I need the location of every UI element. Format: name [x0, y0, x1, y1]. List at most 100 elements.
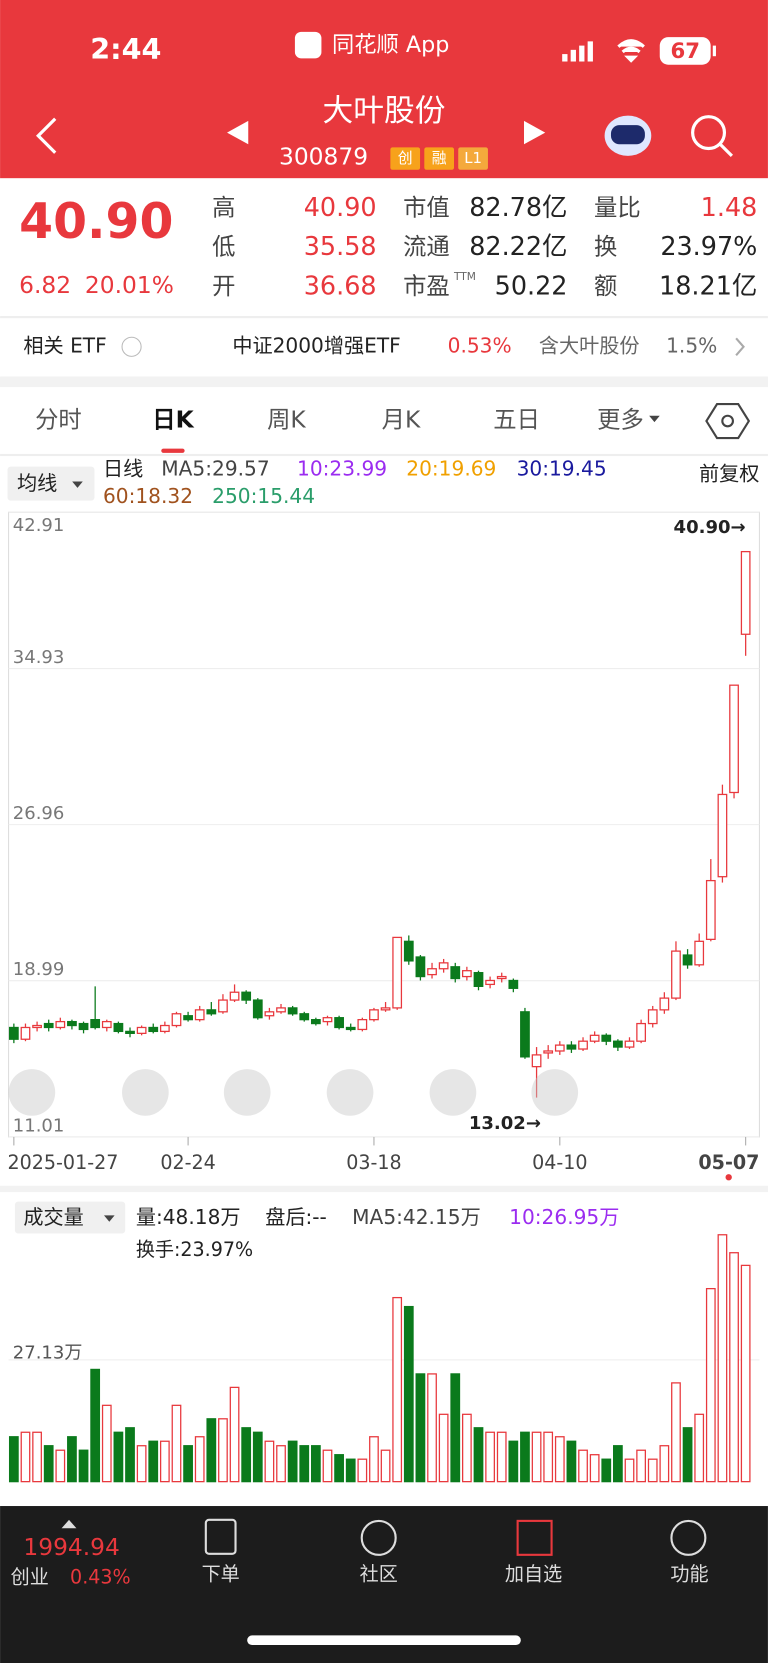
volume-bar	[659, 1445, 670, 1483]
stat-value: 35.58	[304, 232, 377, 262]
volume-bar	[32, 1431, 42, 1483]
vol-selector-bg[interactable]	[14, 1201, 126, 1234]
prev-stock[interactable]	[227, 120, 249, 145]
candle	[438, 962, 449, 970]
etf-weight: 1.5%	[666, 333, 717, 357]
etf-holding: 含大叶股份	[539, 333, 640, 357]
turnover: 换手:23.97%	[136, 1238, 253, 1261]
ma-selector-bg[interactable]	[7, 466, 95, 501]
candle	[450, 966, 461, 980]
settings[interactable]	[705, 403, 751, 440]
stat-label: 开	[212, 272, 235, 300]
tool-button[interactable]	[429, 1069, 477, 1116]
volume-legend: 量:48.18万 盘后:-- MA5:42.15万 10:26.95万	[136, 1205, 620, 1229]
volume-bar	[67, 1436, 77, 1483]
tab[interactable]: 更多	[597, 406, 644, 434]
candle	[589, 1034, 600, 1042]
volume-bar	[276, 1445, 286, 1483]
candle	[43, 1022, 54, 1029]
tab[interactable]: 月K	[382, 406, 421, 434]
volume-bar	[20, 1431, 31, 1483]
stat-label: 换	[594, 233, 617, 261]
volume-bar	[43, 1445, 54, 1483]
candle	[183, 1015, 193, 1021]
stat-value: 40.90	[304, 193, 377, 223]
y-tick-label: 11.01	[13, 1115, 65, 1136]
tab[interactable]: 周K	[267, 406, 306, 434]
volume-bar	[705, 1287, 716, 1483]
volume-item: 盘后:--	[265, 1205, 327, 1229]
nav-label[interactable]: 社区	[360, 1562, 398, 1585]
volume-bar	[345, 1458, 356, 1483]
up-arrow	[61, 1519, 77, 1529]
candle	[694, 940, 705, 966]
nav-label[interactable]: 加自选	[505, 1562, 562, 1585]
candle	[194, 1009, 205, 1021]
volume-bar	[159, 1440, 170, 1483]
candle	[740, 550, 751, 635]
volume-bar	[334, 1454, 344, 1483]
battery-tip	[712, 45, 716, 57]
volume-bar	[682, 1427, 693, 1483]
stat-value: 23.97%	[660, 232, 757, 262]
tool-button[interactable]	[531, 1069, 579, 1116]
stock-name: 大叶股份	[322, 93, 445, 129]
volume-bar	[520, 1431, 530, 1483]
tool-button[interactable]	[223, 1069, 271, 1116]
adjust[interactable]: 前复权	[699, 462, 759, 486]
candle	[520, 1011, 530, 1058]
tool-button[interactable]	[8, 1069, 56, 1116]
volume-bar	[8, 1436, 19, 1483]
stat-label: 流通	[403, 233, 450, 261]
index-value[interactable]: 1994.94	[23, 1533, 119, 1561]
stock-code: 300879	[279, 143, 368, 171]
stat-label: 市值	[403, 193, 450, 221]
candle	[671, 950, 681, 999]
battery-level: 67	[670, 39, 700, 64]
ma-value: 60:18.32	[103, 484, 193, 508]
tool-button[interactable]	[326, 1069, 374, 1116]
volume-bar	[508, 1440, 519, 1483]
volume-bar	[264, 1440, 275, 1483]
candle	[136, 1026, 147, 1034]
candle	[543, 1050, 554, 1054]
candle	[345, 1026, 356, 1031]
nav-label[interactable]: 下单	[202, 1562, 240, 1585]
volume-bar	[450, 1373, 461, 1483]
candle	[531, 1054, 542, 1068]
volume-bar	[613, 1445, 623, 1483]
today-dot	[725, 1174, 732, 1181]
ma-selector[interactable]: 均线	[17, 471, 57, 495]
volume-bar	[113, 1431, 124, 1483]
tab[interactable]: 日K	[152, 406, 194, 434]
etf-label: 相关 ETF	[23, 333, 106, 357]
low-annotation: 13.02→	[469, 1113, 541, 1134]
tab[interactable]: 五日	[493, 406, 540, 434]
volume-bar	[310, 1445, 321, 1483]
volume-bar	[589, 1454, 600, 1483]
volume-bar	[369, 1436, 379, 1483]
signal	[562, 41, 593, 62]
back[interactable]	[35, 117, 57, 154]
stat-value: 18.21亿	[659, 271, 757, 301]
volume-bar	[380, 1449, 391, 1483]
candle	[636, 1022, 646, 1042]
next-stock[interactable]	[523, 120, 546, 145]
volume-bar	[299, 1445, 310, 1483]
etf-name[interactable]: 中证2000增强ETF	[232, 333, 400, 357]
volume-bar	[496, 1431, 507, 1483]
tab[interactable]: 分时	[35, 406, 82, 434]
volume-bar	[171, 1404, 182, 1483]
search[interactable]	[691, 115, 727, 151]
tool-button[interactable]	[122, 1069, 169, 1116]
volume-bar	[183, 1445, 193, 1483]
nav-label[interactable]: 功能	[670, 1562, 708, 1585]
period: 日线	[103, 456, 143, 480]
volume-bar	[101, 1404, 112, 1483]
vol-selector[interactable]: 成交量	[23, 1205, 83, 1229]
help-icon[interactable]	[121, 336, 142, 357]
divider	[0, 453, 768, 457]
volume-bar	[194, 1436, 205, 1483]
volume-bar	[531, 1431, 542, 1483]
gap	[0, 376, 768, 388]
